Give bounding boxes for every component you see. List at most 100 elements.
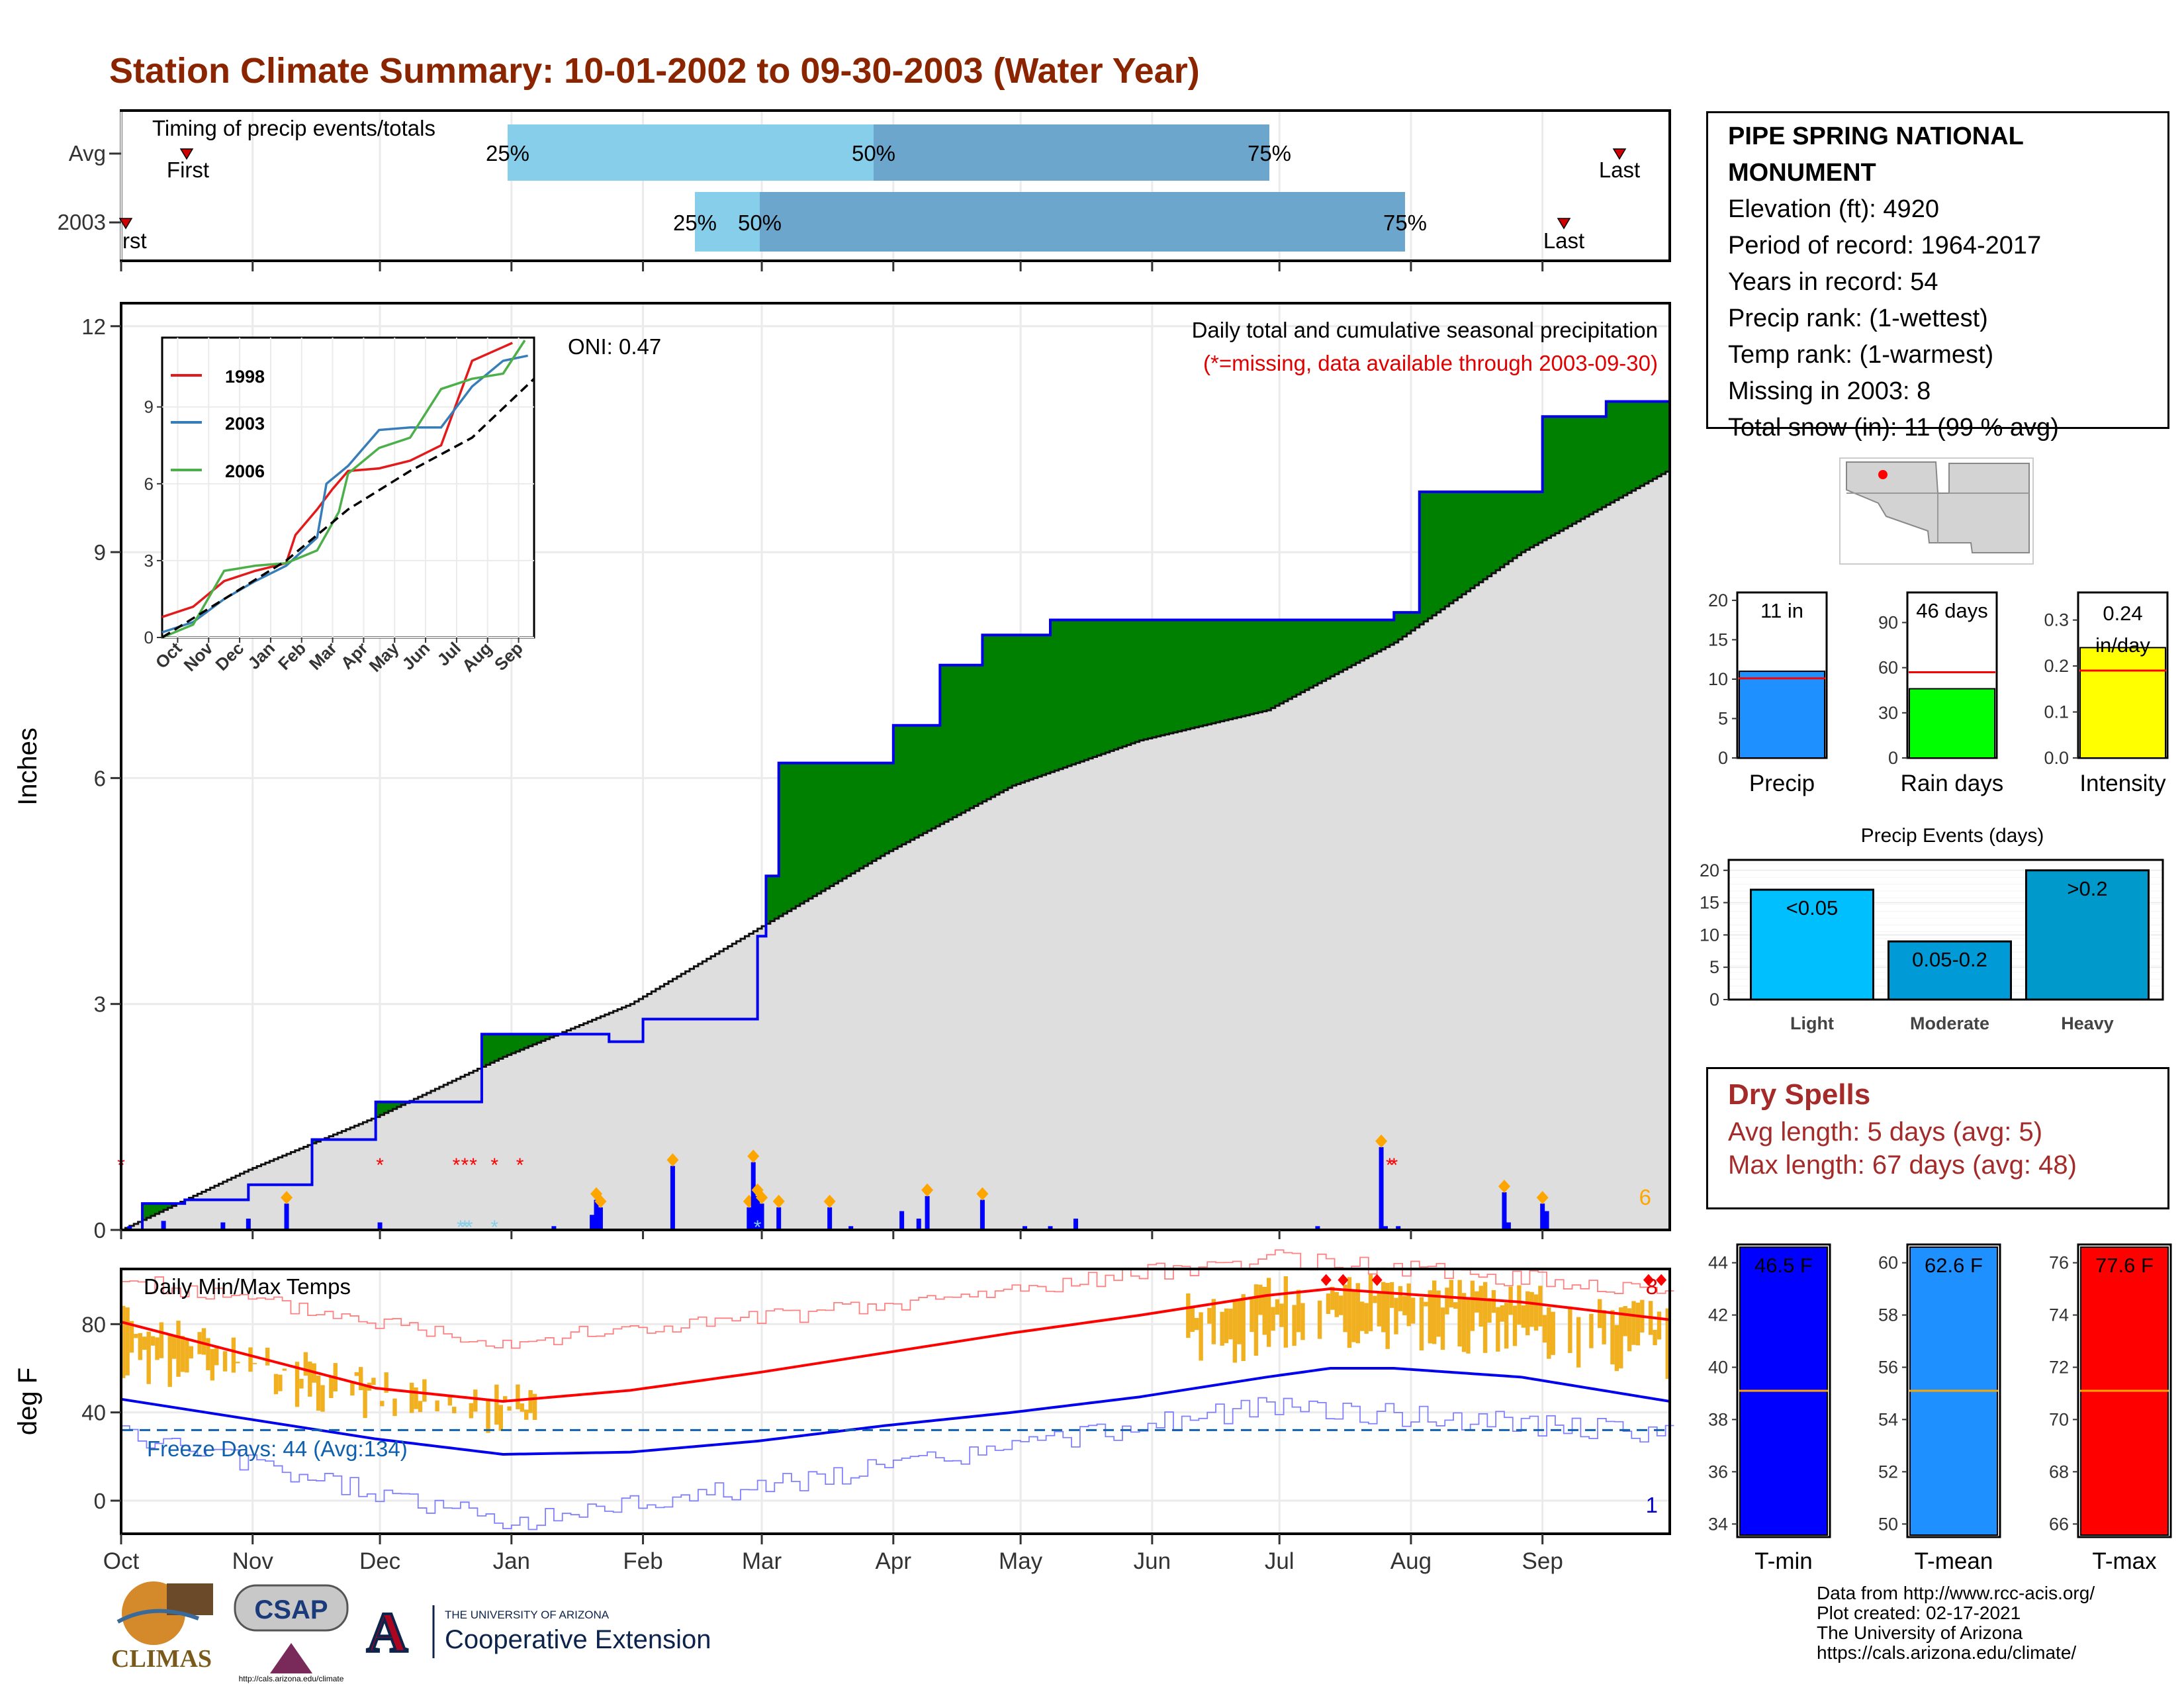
daily-temp-range-bar <box>1470 1280 1475 1331</box>
heavy-event-marker <box>772 1194 785 1208</box>
credit-line: https://cals.arizona.edu/climate/ <box>1817 1642 2077 1663</box>
temp-mean-category-label: T-max <box>2092 1548 2157 1574</box>
daily-precip-bar <box>220 1222 226 1230</box>
mini-value-bar <box>2079 647 2166 759</box>
daily-precip-bar <box>1502 1192 1507 1230</box>
timing-2003-first: rst <box>122 228 147 253</box>
events-ytick-label: 5 <box>1709 957 1719 977</box>
daily-temp-range-bar <box>384 1372 388 1393</box>
daily-temp-range-bar <box>1398 1286 1403 1311</box>
mini-category-label: Precip <box>1749 771 1815 796</box>
daily-precip-bar <box>284 1203 289 1230</box>
daily-temp-range-bar <box>121 1305 126 1378</box>
daily-temp-range-bar <box>422 1379 427 1402</box>
temp-ytick-label: 80 <box>81 1312 106 1336</box>
daily-temp-range-bar <box>1389 1282 1394 1308</box>
daily-precip-bar <box>755 1196 760 1230</box>
temperature-panel: 0 40 80 deg F Daily Min/Max Temps Freeze D… <box>13 1249 1674 1574</box>
daily-temp-range-bar <box>520 1403 525 1412</box>
daily-precip-bar <box>598 1207 603 1230</box>
daily-precip-bar <box>916 1218 921 1230</box>
month-label: May <box>999 1548 1043 1574</box>
daily-temp-range-bar <box>1487 1297 1492 1323</box>
daily-temp-range-bar <box>1665 1308 1670 1380</box>
daily-temp-range-bar <box>1623 1306 1627 1336</box>
month-label: Feb <box>623 1548 662 1574</box>
inset-ytick-label: 9 <box>144 397 154 417</box>
timing-2003-25: 25% <box>673 211 717 235</box>
daily-temp-range-bar <box>265 1347 270 1366</box>
daily-temp-range-bar <box>1614 1325 1619 1372</box>
temp-mean-ytick-label: 58 <box>1878 1305 1898 1325</box>
daily-temp-range-bar <box>1394 1297 1398 1335</box>
daily-temp-range-bar <box>1424 1301 1428 1307</box>
dry-spells-max: Max length: 67 days (avg: 48) <box>1728 1150 2077 1180</box>
mini-ytick-label: 5 <box>1718 708 1728 728</box>
precip-frame <box>120 302 1671 1231</box>
daily-temp-range-bar <box>1466 1297 1471 1354</box>
credits: Data from http://www.rcc-acis.org/ Plot … <box>1817 1583 2095 1663</box>
mini-value-bar <box>1739 671 1825 759</box>
daily-temp-range-bar <box>320 1385 325 1412</box>
temp-mean-ytick-label: 34 <box>1708 1514 1728 1534</box>
daily-temp-range-bar <box>1194 1317 1199 1331</box>
daily-temp-range-bar <box>1296 1289 1301 1333</box>
daily-temp-range-bar <box>1186 1293 1191 1338</box>
page-title: Station Climate Summary: 10-01-2002 to 0… <box>109 51 1200 91</box>
temperature-mean-charts: 34 36 38 40 42 44 46.5 F T-min 50 52 54 56 58 60 62.6 … <box>1708 1243 2172 1574</box>
timing-avg-first-marker <box>179 148 194 160</box>
daily-temp-range-bar <box>1529 1291 1534 1327</box>
daily-temp-range-bar <box>222 1351 228 1372</box>
daily-temp-range-bar <box>1445 1288 1449 1315</box>
heavy-event-marker <box>747 1149 760 1163</box>
daily-temp-range-bar <box>1551 1311 1555 1355</box>
ua-logo: A THE UNIVERSITY OF ARIZONA Cooperative … <box>361 1599 711 1665</box>
ua-big-text: Cooperative Extension <box>445 1625 711 1654</box>
daily-temp-range-bar <box>316 1375 321 1411</box>
timing-avg-50: 50% <box>852 141 895 165</box>
timing-avg-last-marker <box>1612 148 1627 160</box>
events-bar-text: <0.05 <box>1786 896 1838 919</box>
mini-ytick-label: 0 <box>1888 748 1898 768</box>
missing-data-marker: * <box>376 1154 384 1176</box>
map-borders <box>1846 492 2029 543</box>
csap-cloud-icon <box>234 1584 349 1632</box>
mini-value-text: 0.24 <box>2103 602 2142 625</box>
timing-panel: Timing of precip events/totals Avg 2003 … <box>58 109 1671 271</box>
events-ytick-label: 15 <box>1700 893 1719 913</box>
month-label: Dec <box>359 1548 400 1574</box>
daily-temp-range-bar <box>1453 1302 1458 1309</box>
daily-temp-range-bar <box>1373 1295 1377 1303</box>
temp-ytick-label: 40 <box>81 1401 106 1425</box>
temp-mean-value-text: 77.6 F <box>2095 1254 2154 1277</box>
temp-ylabel: deg F <box>13 1368 42 1435</box>
daily-temp-range-bar <box>1385 1283 1390 1349</box>
month-label: Nov <box>232 1548 274 1574</box>
heavy-event-marker <box>594 1194 607 1208</box>
temp-mean-ytick-label: 42 <box>1708 1305 1728 1325</box>
dry-spells-panel: Dry Spells Avg length: 5 days (avg: 5) M… <box>1706 1067 2169 1209</box>
daily-temp-range-bar <box>392 1398 397 1417</box>
season-totals-charts: 0 5 10 15 20 11 in Precip 0 30 60 90 46 days Rain da… <box>1708 590 2169 796</box>
daily-temp-range-bar <box>1461 1293 1467 1352</box>
temp-mean-ytick-label: 60 <box>1878 1253 1898 1273</box>
timing-row-avg: Avg <box>69 141 106 165</box>
daily-precip-bar <box>751 1162 756 1230</box>
daily-temp-range-bar <box>1589 1313 1594 1348</box>
ua-small-text: THE UNIVERSITY OF ARIZONA <box>445 1609 610 1621</box>
daily-precip-bar <box>590 1215 595 1230</box>
daily-temp-range-bar <box>1275 1299 1280 1315</box>
daily-temp-range-bar <box>1250 1298 1254 1333</box>
missing-data-marker: * <box>461 1154 469 1176</box>
record-high-line <box>121 1249 1674 1349</box>
climas-swoosh-icon <box>116 1609 200 1624</box>
daily-temp-range-bar <box>502 1396 508 1401</box>
daily-precip-bar <box>899 1211 905 1230</box>
inset-legend-2006: 2006 <box>225 461 265 481</box>
month-label: Jan <box>493 1548 530 1574</box>
mini-ytick-label: 10 <box>1708 669 1728 689</box>
daily-temp-range-bar <box>1436 1290 1441 1337</box>
daily-temp-range-bar <box>532 1393 537 1421</box>
